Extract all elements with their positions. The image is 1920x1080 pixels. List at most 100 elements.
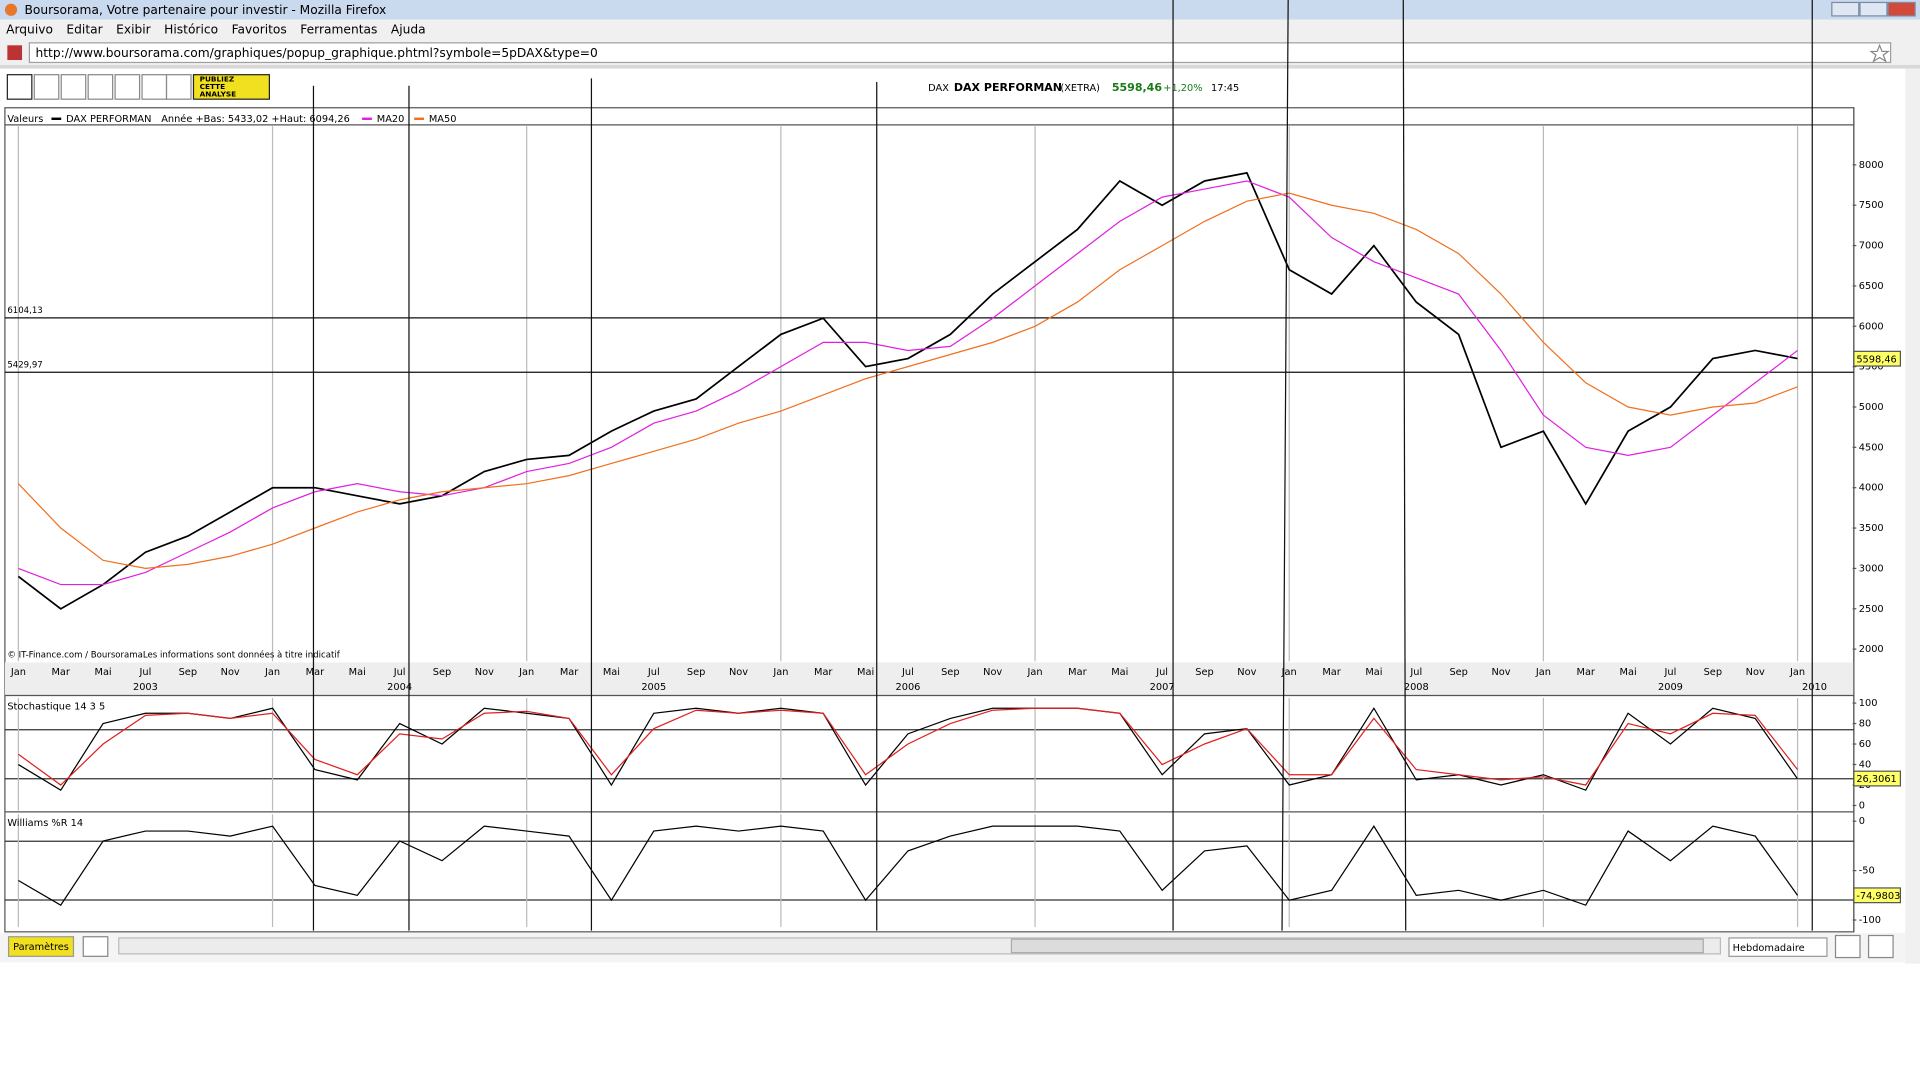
x-tick-label: Jul xyxy=(647,667,660,678)
publish-text: PUBLIEZ xyxy=(200,75,235,84)
minimize-button[interactable] xyxy=(1831,1,1860,17)
zoom-tool[interactable] xyxy=(6,74,33,100)
x-tick-label: Mar xyxy=(306,667,325,678)
x-tick-label: Jan xyxy=(772,667,788,678)
fibo-tool[interactable] xyxy=(114,74,141,100)
x-tick-label: Sep xyxy=(941,667,959,678)
x-tick-label: Jul xyxy=(1155,667,1168,678)
channel-tool[interactable] xyxy=(87,74,114,100)
publish-button[interactable] xyxy=(192,74,270,100)
url-field[interactable] xyxy=(28,42,1892,64)
menu-item[interactable]: Ajuda xyxy=(391,23,426,37)
current-value-box xyxy=(1853,770,1902,787)
x-tick-label: Jul xyxy=(139,667,152,678)
range-text: Année +Bas: 5433,02 +Haut: 6094,26 xyxy=(161,113,350,125)
quote-price: 5598,46 xyxy=(1112,81,1163,94)
line-tool[interactable] xyxy=(33,74,60,100)
settings-button[interactable] xyxy=(7,936,75,957)
plot-layer: Jan Mar Mai Jul Sep Nov Jan Mar Mai Jul Sep Nov Jan M… xyxy=(4,113,1902,927)
x-year-label: 2009 xyxy=(1658,682,1683,693)
reference-label: 5429,97 xyxy=(7,360,42,370)
menu-item[interactable]: Histórico xyxy=(164,23,218,37)
y-tick-label: 7000 xyxy=(1859,241,1884,252)
x-year-label: 2004 xyxy=(387,682,412,693)
x-tick-label: Nov xyxy=(983,667,1002,678)
x-year-label: 2003 xyxy=(133,682,158,693)
legend-label: Valeurs xyxy=(7,114,43,125)
y-tick-label: 2500 xyxy=(1859,604,1884,615)
y-tick-label: 2000 xyxy=(1859,644,1884,655)
page-scrollbar[interactable] xyxy=(1905,68,1920,964)
x-tick-label: Nov xyxy=(221,667,240,678)
legend-entry: MA50 xyxy=(429,114,457,125)
x-tick-label: Jan xyxy=(1535,667,1551,678)
x-tick-label: Mai xyxy=(1365,667,1382,678)
series-line xyxy=(18,707,1799,791)
panel-title: Williams %R 14 xyxy=(7,818,83,829)
x-tick-label: Jan xyxy=(10,667,26,678)
drawn-line xyxy=(1402,0,1407,931)
y-tick-label: 100 xyxy=(1859,698,1878,709)
delete-tool[interactable] xyxy=(165,74,192,100)
x-tick-label: Mai xyxy=(857,667,874,678)
x-tick-label: Mar xyxy=(814,667,833,678)
x-tick-label: Mar xyxy=(1322,667,1341,678)
x-tick-label: Mai xyxy=(603,667,620,678)
y-tick-label: 5500 xyxy=(1859,362,1884,373)
x-year-label: 2010 xyxy=(1802,682,1827,693)
fan-tool[interactable] xyxy=(141,74,168,100)
menu-item[interactable]: Favoritos xyxy=(232,23,287,37)
url-text: http://www.boursorama.com/graphiques/pop… xyxy=(36,46,598,60)
close-button[interactable] xyxy=(1887,1,1916,17)
x-tick-label: Mar xyxy=(560,667,579,678)
x-tick-label: Mai xyxy=(1620,667,1637,678)
quote-exchange: (XETRA) xyxy=(1060,83,1100,94)
y-tick-label: 6500 xyxy=(1859,281,1884,292)
toolbar: PUBLIEZ CETTE ANALYSE xyxy=(6,74,270,100)
menu-item[interactable]: Editar xyxy=(66,23,103,37)
x-tick-label: Nov xyxy=(1237,667,1256,678)
menu-item[interactable]: Arquivo xyxy=(6,23,53,37)
x-tick-label: Sep xyxy=(1449,667,1467,678)
current-value-box xyxy=(1853,887,1902,904)
x-tick-label: Sep xyxy=(179,667,197,678)
series-line xyxy=(18,825,1799,906)
y-tick-label: 60 xyxy=(1859,739,1871,750)
current-value-label: -74,9803 xyxy=(1856,891,1900,902)
x-year-label: 2007 xyxy=(1150,682,1175,693)
maximize-button[interactable] xyxy=(1859,1,1888,17)
y-tick-label: 5000 xyxy=(1859,402,1884,413)
current-value-label: 5598,46 xyxy=(1856,354,1896,365)
y-tick-label: 0 xyxy=(1859,800,1865,811)
publish-text: ANALYSE xyxy=(200,89,237,98)
print-button[interactable] xyxy=(82,936,109,957)
series-line xyxy=(18,707,1799,786)
quote-change: +1,20% xyxy=(1163,83,1202,94)
x-tick-label: Jan xyxy=(518,667,534,678)
x-tick-label: Mai xyxy=(95,667,112,678)
bookmark-star[interactable] xyxy=(1869,43,1890,63)
x-tick-label: Mar xyxy=(1577,667,1596,678)
quote-time: 17:45 xyxy=(1211,83,1239,94)
period-select[interactable] xyxy=(1728,937,1828,957)
y-tick-label: -100 xyxy=(1859,915,1881,926)
zoom-out[interactable] xyxy=(1834,934,1861,959)
x-tick-label: Mai xyxy=(349,667,366,678)
y-tick-label: 6000 xyxy=(1859,321,1884,332)
current-value-label: 26,3061 xyxy=(1856,774,1896,785)
x-year-label: 2006 xyxy=(896,682,921,693)
menu-item[interactable]: Ferramentas xyxy=(300,23,377,37)
quote-name: DAX PERFORMAN xyxy=(954,81,1062,94)
h-scroll-thumb[interactable] xyxy=(1010,938,1704,954)
x-tick-label: Jan xyxy=(1281,667,1297,678)
x-tick-label: Jan xyxy=(1789,667,1805,678)
x-tick-label: Sep xyxy=(1704,667,1722,678)
zoom-in[interactable] xyxy=(1867,934,1894,959)
hline-tool[interactable] xyxy=(60,74,87,100)
title-bar xyxy=(0,0,1920,20)
menu-items: Arquivo Editar Exibir Histórico Favoritos Fer… xyxy=(6,23,426,37)
menu-item[interactable]: Exibir xyxy=(116,23,152,37)
y-tick-label: 3500 xyxy=(1859,523,1884,534)
legend-entry: MA20 xyxy=(377,114,405,125)
